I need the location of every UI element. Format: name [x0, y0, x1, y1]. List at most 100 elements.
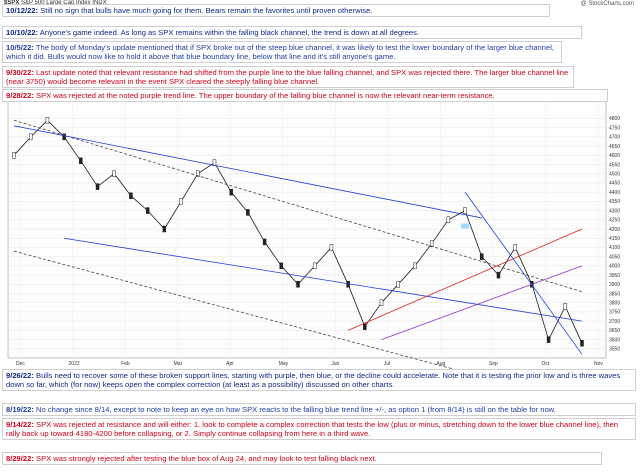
price-candle: [413, 262, 417, 270]
y-tick-label: 4600: [609, 153, 620, 159]
note-text: Bulls need to recover some of these brok…: [6, 371, 621, 389]
symbol: $SPX: [4, 0, 20, 6]
price-candle: [229, 188, 233, 196]
price-candle: [446, 216, 451, 224]
y-tick-label: 4700: [609, 135, 620, 141]
trendline: [347, 228, 583, 331]
watermark: @ StockCharts.com: [580, 1, 634, 7]
price-candle: [296, 281, 300, 288]
x-tick-label: Nov: [594, 361, 603, 367]
price-candle: [279, 262, 284, 270]
note-text: No change since 8/14, except to note to …: [36, 405, 556, 414]
price-candle: [262, 238, 267, 246]
price-candle: [28, 133, 33, 141]
note-926: 9/26/22: Bulls need to recover some of t…: [2, 369, 636, 391]
y-tick-label: 4000: [609, 264, 620, 270]
y-tick-label: 3600: [609, 337, 620, 343]
note-text: SPX was rejected at resistance and will …: [6, 420, 619, 438]
x-tick-label: Jul: [384, 361, 390, 367]
x-tick-label: Mar: [174, 361, 183, 367]
note-928: 9/28/22: SPX was rejected at the noted p…: [2, 89, 608, 102]
price-candle: [145, 207, 150, 214]
price-candle: [312, 262, 317, 270]
x-tick-label: Jun: [331, 361, 339, 367]
note-date: 10/12/22:: [6, 6, 39, 15]
y-tick-label: 3900: [609, 282, 620, 288]
price-candle: [496, 271, 501, 279]
y-tick-label: 4650: [609, 144, 620, 150]
trendline: [13, 125, 482, 219]
y-tick-label: 4300: [609, 208, 620, 214]
price-candle: [396, 281, 400, 288]
price-candle: [12, 152, 16, 159]
note-date: 9/28/22:: [6, 91, 34, 100]
price-candle: [363, 323, 367, 330]
y-tick-label: 3650: [609, 328, 620, 334]
price-candle: [162, 225, 167, 233]
price-candle: [95, 183, 100, 190]
price-candle: [45, 117, 50, 124]
note-105: 10/5/22: The body of Monday's update men…: [2, 41, 562, 63]
note-1012: 10/12/22: Still no sign that bulls have …: [2, 4, 550, 17]
note-text: Last update noted that relevant resistan…: [6, 68, 569, 86]
note-text: Still no sign that bulls have much going…: [40, 6, 373, 15]
x-tick-label: Aug: [436, 361, 445, 367]
blue-box-aug24: [461, 223, 470, 229]
y-tick-label: 4400: [609, 190, 620, 196]
x-tick-label: Sep: [489, 361, 498, 367]
y-tick-label: 3850: [609, 291, 620, 297]
price-candle: [513, 244, 517, 251]
note-date: 10/5/22:: [6, 43, 34, 52]
y-tick-label: 3550: [609, 347, 620, 353]
index-name: S&P 500 Large Cap Index: [21, 0, 91, 6]
x-tick-label: 2022: [69, 361, 80, 367]
exchange: INDX: [92, 0, 107, 6]
note-text: SPX was strongly rejected after testing …: [36, 454, 377, 463]
y-tick-label: 4050: [609, 254, 620, 260]
note-914: 9/14/22: SPX was rejected at resistance …: [2, 418, 636, 440]
price-candle: [563, 303, 568, 310]
price-candle: [546, 336, 551, 343]
y-tick-label: 4100: [609, 245, 620, 251]
y-tick-label: 4750: [609, 125, 620, 131]
y-tick-label: 4200: [609, 227, 620, 233]
note-date: 9/30/22:: [6, 68, 34, 77]
y-tick-label: 3950: [609, 273, 620, 279]
note-date: 9/26/22:: [6, 371, 34, 380]
note-text: Anyone's game indeed. As long as SPX rem…: [39, 28, 420, 37]
y-tick-label: 4800: [609, 116, 620, 122]
y-tick-label: 3750: [609, 310, 620, 316]
note-date: 8/19/22:: [6, 405, 34, 414]
note-text: The body of Monday's update mentioned th…: [6, 43, 555, 61]
x-tick-label: May: [279, 361, 289, 367]
price-candle: [129, 192, 133, 200]
x-tick-label: Feb: [121, 361, 130, 367]
y-tick-label: 4150: [609, 236, 620, 242]
y-tick-label: 3800: [609, 301, 620, 307]
note-1010: 10/10/22: Anyone's game indeed. As long …: [2, 26, 582, 39]
note-819: 8/19/22: No change since 8/14, except to…: [2, 403, 636, 416]
price-candle: [179, 198, 183, 205]
note-text: SPX was rejected at the noted purple tre…: [36, 91, 495, 100]
price-candle: [580, 340, 584, 347]
note-date: 8/29/22:: [6, 454, 34, 463]
price-candle: [246, 209, 250, 216]
price-candle: [346, 281, 350, 288]
trendline: [64, 237, 583, 322]
note-829: 8/29/22: SPX was strongly rejected after…: [2, 452, 602, 465]
y-tick-label: 4450: [609, 181, 620, 187]
y-tick-label: 4500: [609, 172, 620, 178]
price-candle: [196, 170, 200, 177]
note-date: 10/10/22:: [6, 28, 39, 37]
price-candle: [62, 133, 66, 141]
trendline: [13, 119, 583, 293]
trendline: [464, 191, 583, 355]
price-candle: [112, 170, 116, 177]
y-tick-label: 4550: [609, 162, 620, 168]
price-candle: [329, 244, 334, 251]
price-candle: [480, 253, 484, 260]
price-candle: [429, 240, 434, 247]
chart-header: $SPX S&P 500 Large Cap Index INDX: [4, 0, 107, 6]
x-tick-label: Dec: [16, 361, 25, 367]
